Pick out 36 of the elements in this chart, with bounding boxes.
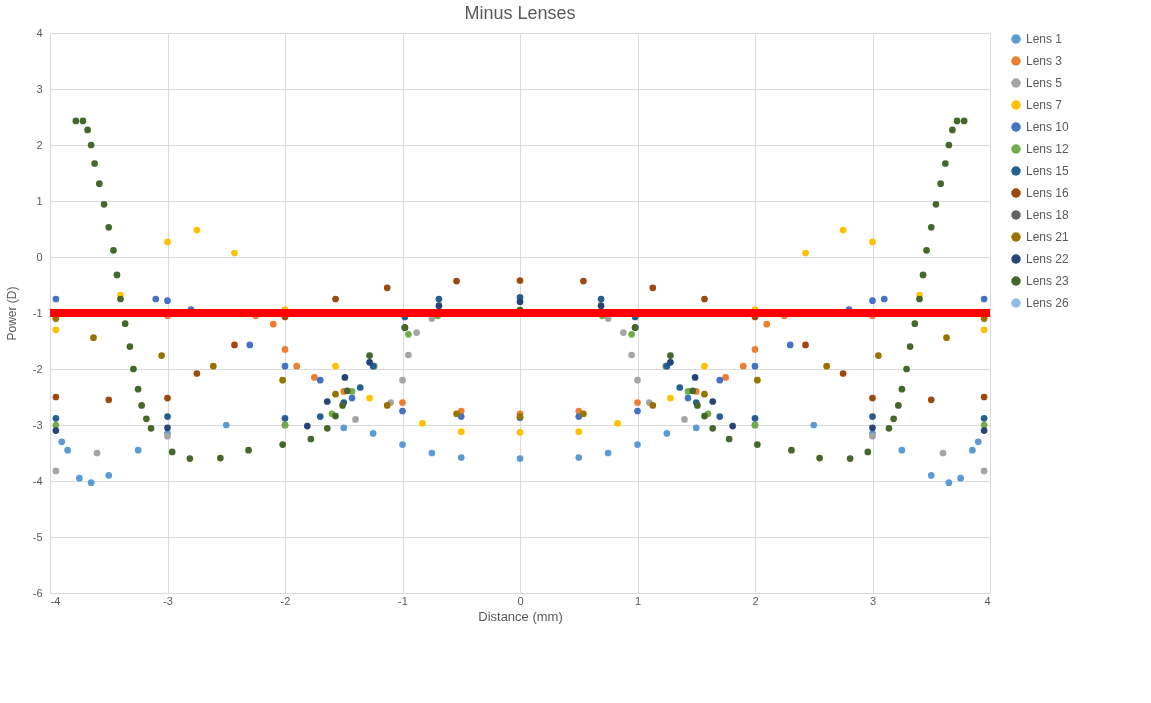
legend-label: Lens 22 (1026, 252, 1070, 266)
y-tick-label: -5 (32, 530, 43, 543)
y-tick-label: -1 (32, 306, 43, 319)
y-tick-label: 2 (36, 138, 43, 151)
legend-label: Lens 16 (1026, 186, 1070, 200)
legend-label: Lens 3 (1026, 54, 1063, 68)
y-tick-label: 3 (36, 82, 43, 95)
y-tick-label: -4 (32, 474, 43, 487)
x-tick-label: 4 (984, 594, 991, 607)
legend-label: Lens 26 (1026, 296, 1070, 310)
x-tick-label: -1 (398, 594, 408, 607)
x-tick-label: -2 (280, 594, 291, 607)
x-tick-label: -3 (163, 594, 173, 607)
x-tick-label: 0 (517, 594, 524, 607)
x-tick-label: -4 (50, 594, 61, 607)
y-tick-label: -2 (32, 362, 43, 375)
y-tick-label: -6 (32, 586, 43, 599)
x-tick-label: 1 (634, 594, 642, 607)
x-tick-label: 2 (752, 594, 759, 607)
legend-label: Lens 10 (1026, 120, 1070, 134)
legend-label: Lens 7 (1026, 98, 1063, 112)
legend-label: Lens 21 (1026, 230, 1070, 244)
y-tick-label: 4 (36, 26, 43, 39)
legend-label: Lens 1 (1026, 32, 1063, 46)
legend-label: Lens 18 (1026, 208, 1070, 222)
y-axis-title: Power (D) (4, 286, 19, 341)
chart-title: Minus Lenses (464, 3, 576, 23)
y-tick-label: 1 (36, 194, 43, 207)
x-tick-label: 3 (869, 594, 877, 607)
y-tick-label: 0 (36, 250, 43, 263)
y-tick-label: -3 (32, 418, 43, 431)
legend-label: Lens 15 (1026, 164, 1070, 178)
legend-label: Lens 23 (1026, 274, 1070, 288)
legend-label: Lens 5 (1026, 76, 1063, 90)
legend-label: Lens 12 (1026, 142, 1070, 156)
x-axis-title: Distance (mm) (478, 608, 563, 624)
